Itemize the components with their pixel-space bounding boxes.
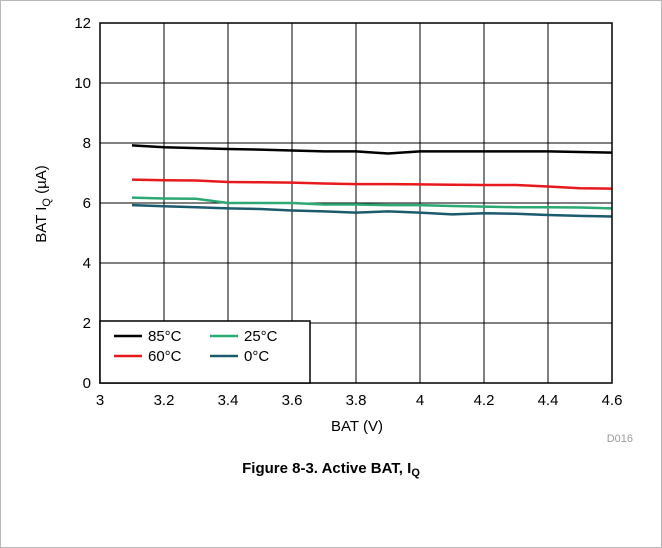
y-tick-label: 12 xyxy=(74,15,91,32)
y-tick-label: 8 xyxy=(83,135,91,152)
series-line-2 xyxy=(131,196,613,210)
x-tick-label: 4 xyxy=(416,392,424,409)
x-tick-label: 4.4 xyxy=(538,392,559,409)
x-tick-label: 3.2 xyxy=(154,392,175,409)
plot-frame xyxy=(99,22,613,384)
y-axis-label-prefix: BAT I xyxy=(33,207,50,243)
series-line-1 xyxy=(131,178,613,190)
y-axis-label-sub: Q xyxy=(41,198,53,207)
y-axis-label-suffix: (µA) xyxy=(33,165,50,198)
figure-id: D016 xyxy=(607,433,633,445)
legend: 85°C 60°C 25°C 0°C xyxy=(99,320,311,384)
y-tick-label: 4 xyxy=(83,255,91,272)
figure-caption-sub: Q xyxy=(411,467,420,479)
x-tick-label: 3 xyxy=(96,392,104,409)
x-tick-label: 3.8 xyxy=(346,392,367,409)
x-tick-label: 3.4 xyxy=(218,392,239,409)
legend-label-3: 0°C xyxy=(244,348,269,365)
figure-caption-text: Figure 8-3. Active BAT, I xyxy=(242,460,412,477)
x-tick-label: 4.6 xyxy=(602,392,623,409)
series-line-3 xyxy=(131,203,613,218)
legend-label-2: 25°C xyxy=(244,328,278,345)
legend-label-0: 85°C xyxy=(148,328,182,345)
x-tick-labels: 3 3.2 3.4 3.6 3.8 4 4.2 4.4 4.6 xyxy=(96,392,623,409)
figure-caption: Figure 8-3. Active BAT, IQ xyxy=(1,460,661,479)
x-axis-label: BAT (V) xyxy=(331,418,383,435)
series-layer xyxy=(131,144,613,218)
legend-label-1: 60°C xyxy=(148,348,182,365)
y-tick-label: 6 xyxy=(83,195,91,212)
x-tick-label: 3.6 xyxy=(282,392,303,409)
legend-box xyxy=(99,320,311,384)
series-line-0 xyxy=(131,144,613,155)
y-tick-label: 0 xyxy=(83,375,91,392)
x-tick-label: 4.2 xyxy=(474,392,495,409)
chart: 3 3.2 3.4 3.6 3.8 4 4.2 4.4 4.6 0 2 4 6 8 10 12 BAT (V… xyxy=(33,15,633,445)
y-tick-label: 2 xyxy=(83,315,91,332)
y-axis-label: BAT IQ (µA) xyxy=(33,165,53,243)
y-tick-label: 10 xyxy=(74,75,91,92)
y-tick-labels: 0 2 4 6 8 10 12 xyxy=(74,15,91,392)
